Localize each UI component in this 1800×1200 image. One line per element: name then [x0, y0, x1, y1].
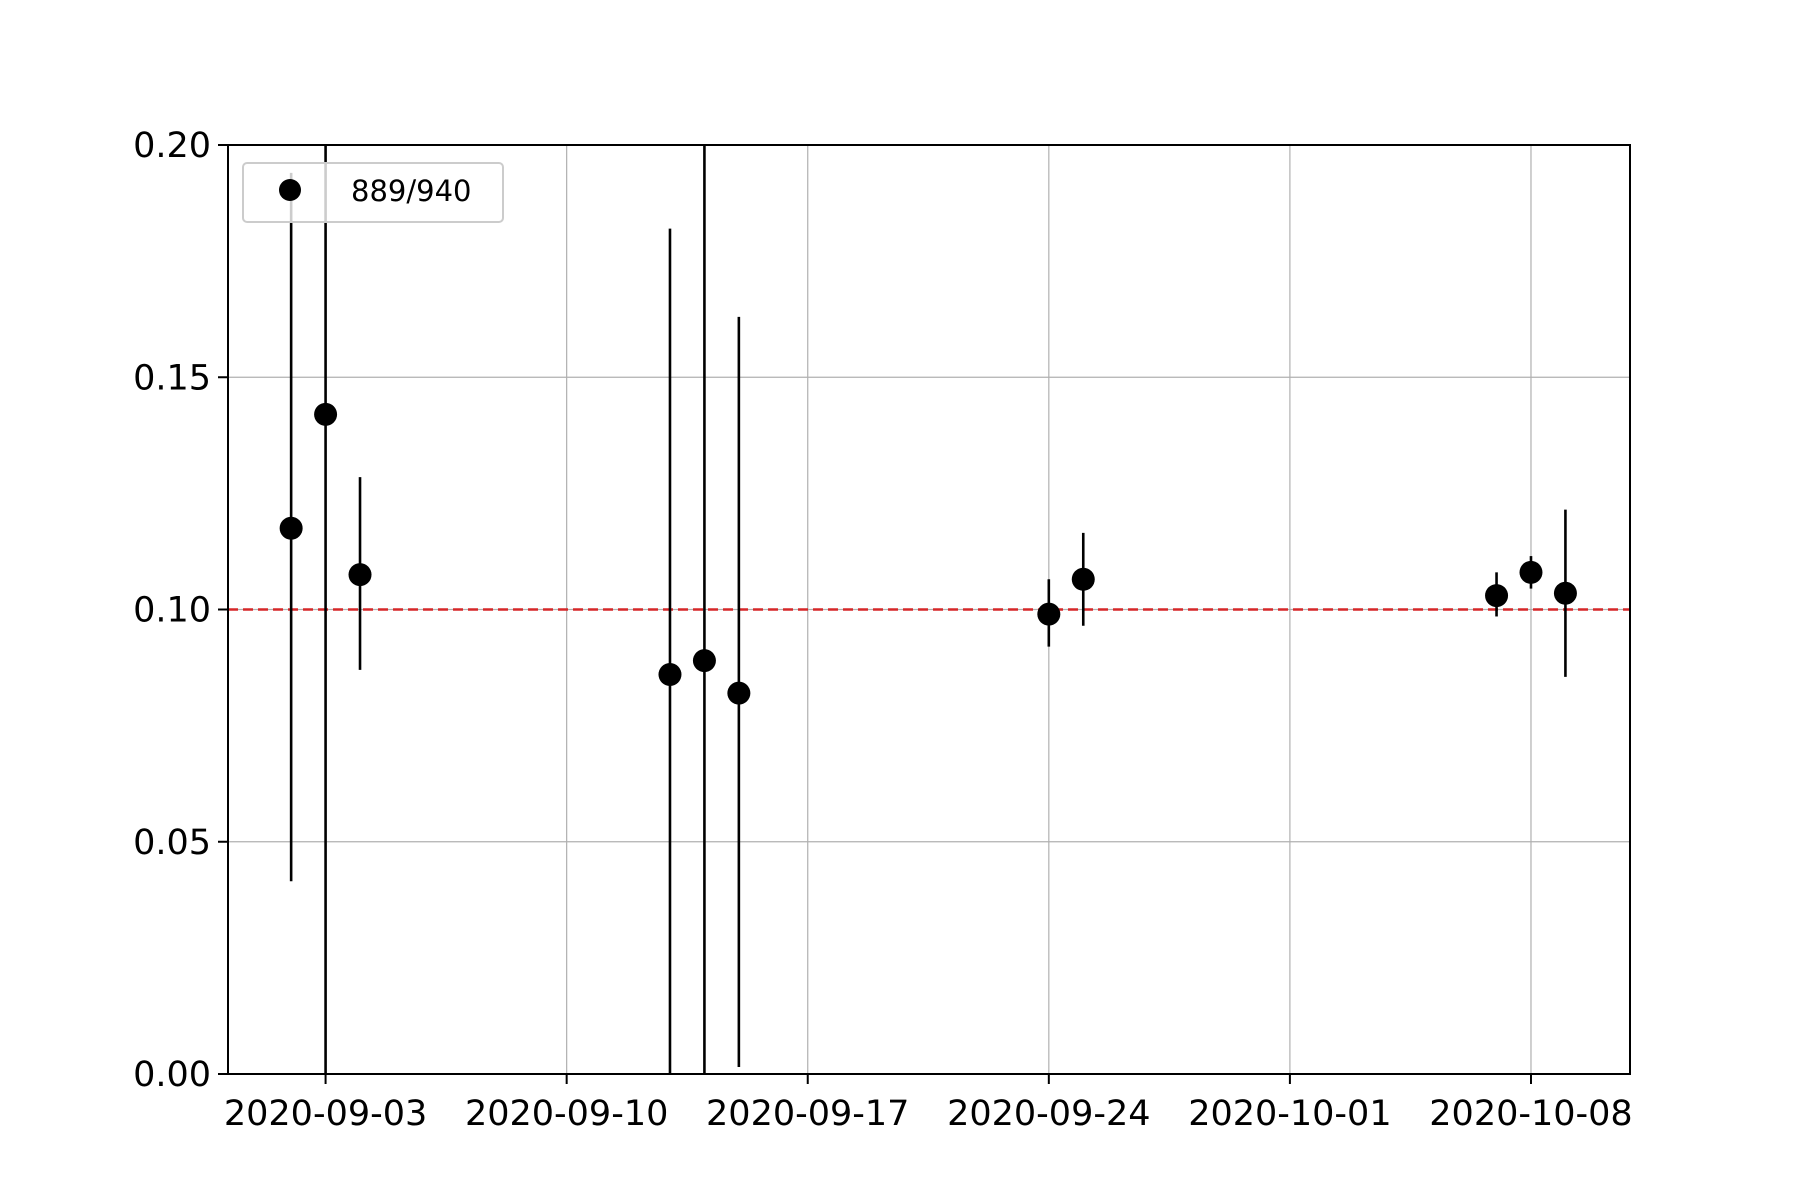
- data-point: [692, 649, 716, 673]
- y-tick-label: 0.05: [133, 823, 211, 863]
- data-point: [1519, 560, 1543, 584]
- y-tick-label: 0.20: [133, 126, 211, 166]
- y-tick-label: 0.10: [133, 591, 211, 631]
- x-tick-label: 2020-10-01: [1188, 1094, 1391, 1134]
- data-point: [279, 516, 303, 540]
- data-point: [658, 663, 682, 687]
- y-tick-label: 0.00: [133, 1055, 211, 1095]
- legend-label: 889/940: [351, 174, 471, 208]
- y-tick-label: 0.15: [133, 358, 211, 398]
- legend: 889/940: [242, 162, 504, 223]
- x-tick-label: 2020-10-08: [1429, 1094, 1632, 1134]
- y-axis-ticks: 0.00 0.05 0.10 0.15 0.20: [133, 126, 228, 1095]
- legend-box: [242, 162, 504, 223]
- x-tick-label: 2020-09-10: [465, 1094, 668, 1134]
- legend-marker: [279, 179, 301, 201]
- data-point: [1071, 567, 1095, 591]
- data-point: [348, 563, 372, 587]
- data-point: [727, 681, 751, 705]
- x-tick-label: 2020-09-17: [706, 1094, 909, 1134]
- data-point: [1485, 584, 1509, 608]
- x-tick-label: 2020-09-24: [947, 1094, 1150, 1134]
- data-point: [1037, 602, 1061, 626]
- data-point: [314, 402, 338, 426]
- data-point: [1553, 581, 1577, 605]
- x-axis-ticks: 2020-09-03 2020-09-10 2020-09-17 2020-09-24…: [224, 1074, 1633, 1134]
- data-points: [279, 402, 1577, 705]
- x-tick-label: 2020-09-03: [224, 1094, 427, 1134]
